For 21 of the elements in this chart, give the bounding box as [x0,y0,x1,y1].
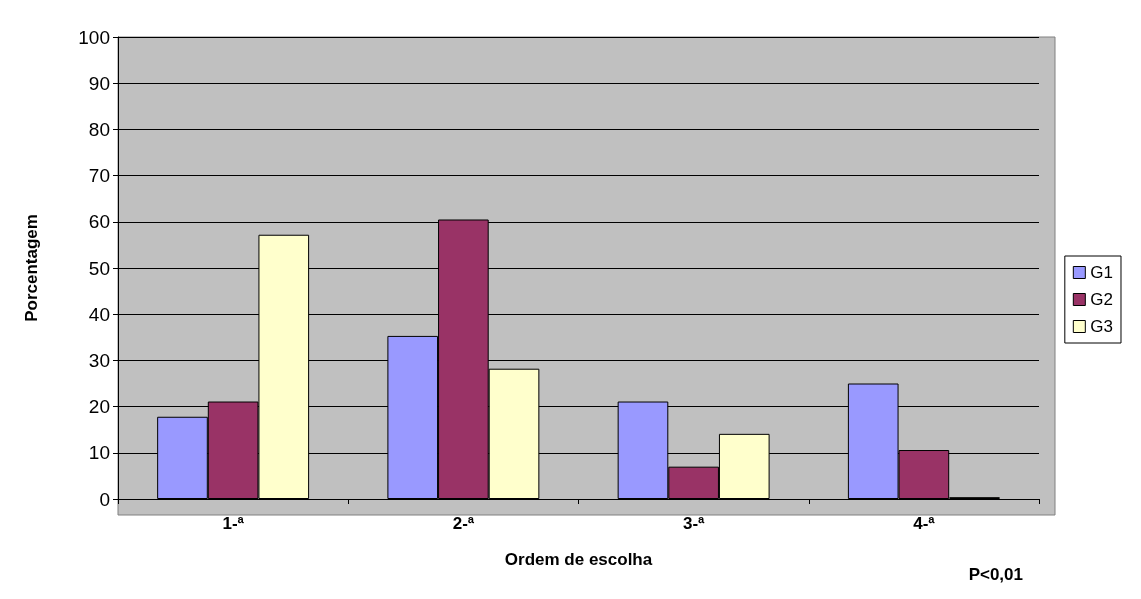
y-tick-label: 100 [78,26,110,48]
y-tick-label: 40 [88,303,110,325]
legend-label: G2 [1090,290,1114,309]
legend-label: G1 [1090,263,1114,282]
y-tick-label: 50 [88,257,110,279]
x-tick-label: 1-ª [222,514,245,533]
y-axis-title: Porcentagem [22,214,41,322]
x-tick-label: 2-ª [452,514,475,533]
y-tick-label: 70 [88,165,110,187]
y-tick-label: 60 [88,211,110,233]
legend-label: G3 [1090,317,1114,336]
y-tick-label: 30 [88,349,110,371]
text: P<0,01 [968,565,1024,584]
x-tick-label: 3-ª [682,514,706,533]
x-tick-label: 4-ª [913,514,936,533]
y-tick-label: 80 [88,118,110,140]
y-tick-label: 10 [88,442,110,464]
y-tick-label: 0 [99,488,110,510]
y-tick-label: 90 [88,72,110,94]
y-tick-label: 20 [88,396,110,418]
x-axis-title: Ordem de escolha [504,550,653,569]
